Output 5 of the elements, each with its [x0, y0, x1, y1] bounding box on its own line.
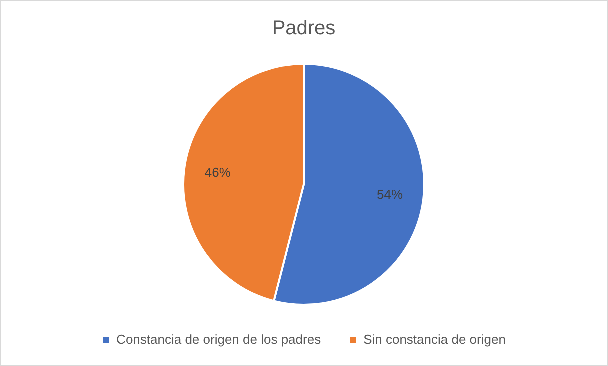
- legend-label: Constancia de origen de los padres: [116, 332, 322, 348]
- legend-label: Sin constancia de origen: [364, 332, 506, 348]
- chart-title: Padres: [272, 18, 336, 40]
- data-label: 54%: [377, 186, 404, 202]
- data-label: 46%: [204, 165, 232, 180]
